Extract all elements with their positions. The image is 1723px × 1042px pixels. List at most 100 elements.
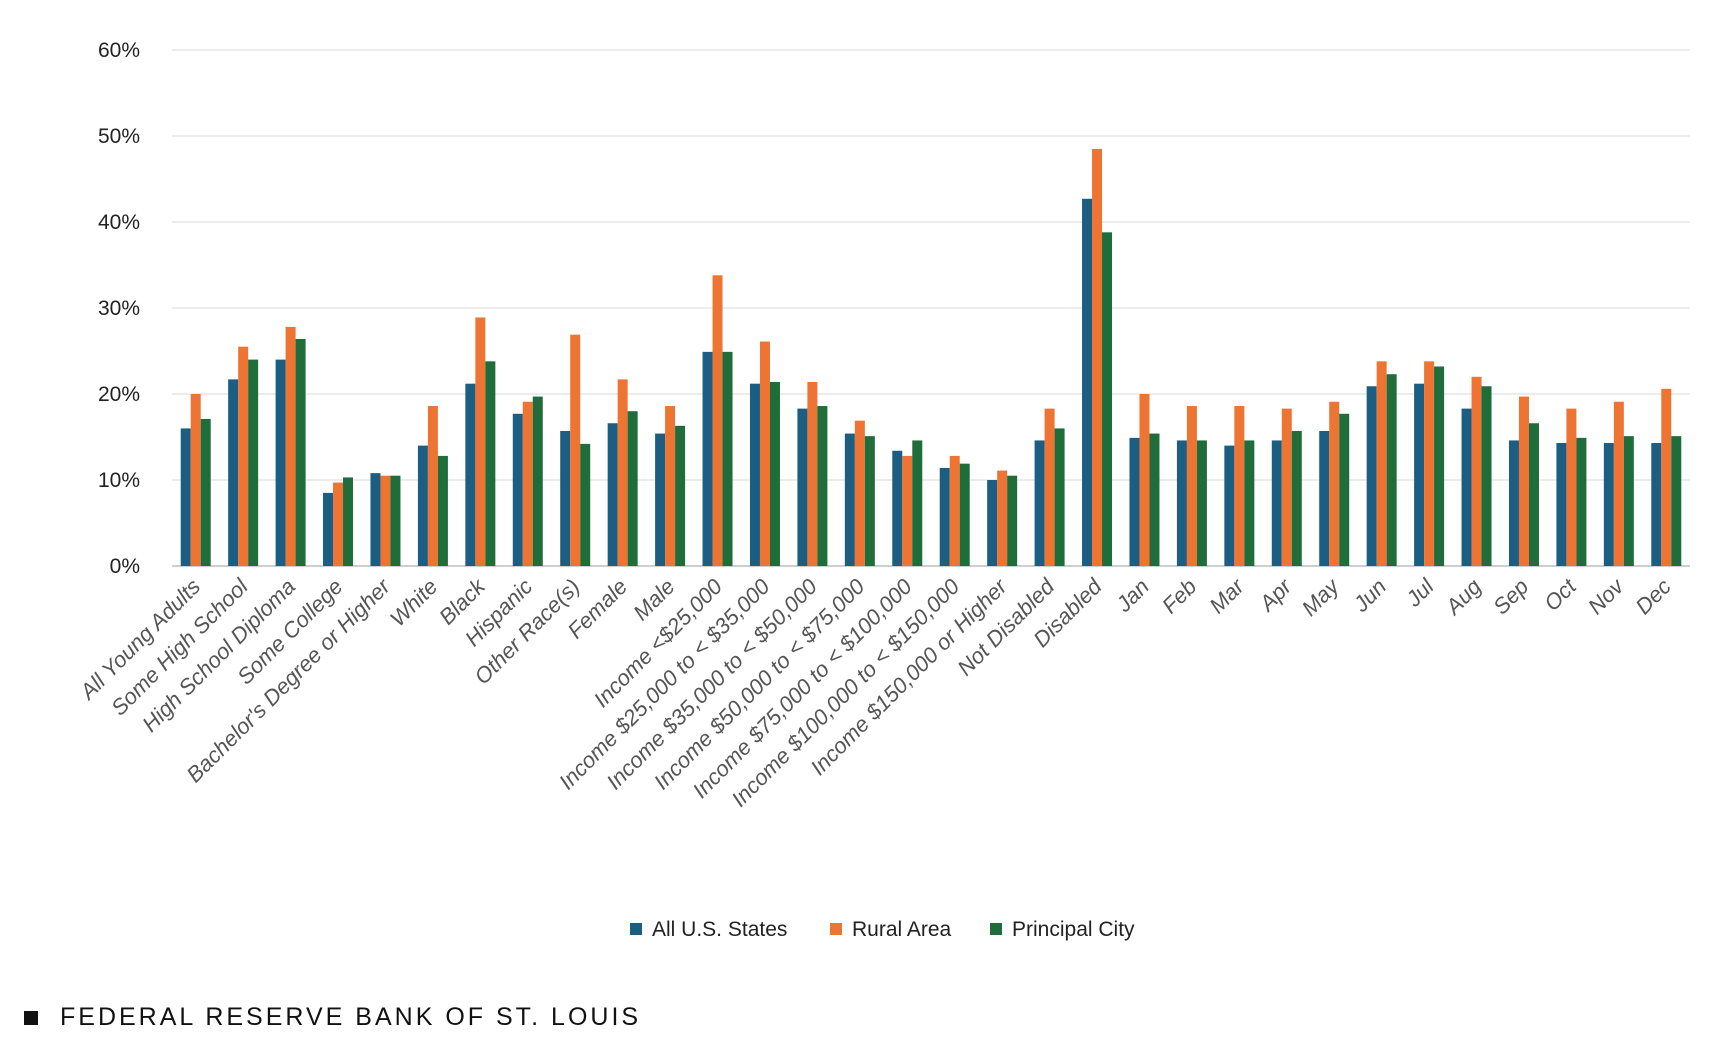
bar bbox=[1509, 440, 1519, 566]
bar bbox=[1092, 149, 1102, 566]
category-label: Nov bbox=[1583, 572, 1630, 619]
bar bbox=[1282, 409, 1292, 566]
bar bbox=[1414, 384, 1424, 566]
bar bbox=[987, 480, 997, 566]
bar bbox=[855, 421, 865, 566]
bar bbox=[533, 397, 543, 566]
bar bbox=[1651, 443, 1661, 566]
bar bbox=[438, 456, 448, 566]
bar bbox=[1434, 366, 1444, 566]
bar bbox=[807, 382, 817, 566]
bar bbox=[912, 440, 922, 566]
category-label: Mar bbox=[1204, 573, 1250, 619]
legend-label: All U.S. States bbox=[652, 918, 787, 941]
bars bbox=[181, 149, 1682, 566]
bar bbox=[1424, 361, 1434, 566]
bar bbox=[1045, 409, 1055, 566]
bar bbox=[390, 476, 400, 566]
bar bbox=[628, 411, 638, 566]
bar bbox=[1604, 443, 1614, 566]
bar bbox=[902, 456, 912, 566]
bar bbox=[513, 414, 523, 566]
bar bbox=[1367, 386, 1377, 566]
bar bbox=[1082, 199, 1092, 566]
bar bbox=[940, 468, 950, 566]
bar bbox=[570, 335, 580, 566]
legend-label: Rural Area bbox=[852, 918, 952, 941]
bar bbox=[1519, 397, 1529, 566]
category-label: Feb bbox=[1157, 574, 1201, 618]
category-label: Dec bbox=[1630, 574, 1675, 619]
bar bbox=[1234, 406, 1244, 566]
bar bbox=[465, 384, 475, 566]
bar bbox=[1329, 402, 1339, 566]
y-tick-label: 40% bbox=[98, 211, 140, 234]
footer-square-icon bbox=[24, 1011, 38, 1025]
bar bbox=[608, 423, 618, 566]
bar bbox=[618, 379, 628, 566]
bar bbox=[1244, 440, 1254, 566]
bar bbox=[276, 360, 286, 566]
bar bbox=[201, 419, 211, 566]
y-tick-label: 50% bbox=[98, 125, 140, 148]
bar bbox=[1149, 434, 1159, 566]
bar bbox=[1224, 446, 1234, 566]
bar bbox=[1624, 436, 1634, 566]
bar bbox=[1319, 431, 1329, 566]
bar bbox=[1187, 406, 1197, 566]
bar bbox=[960, 464, 970, 566]
bar bbox=[475, 317, 485, 566]
bar bbox=[655, 434, 665, 566]
bar bbox=[248, 360, 258, 566]
bar bbox=[1566, 409, 1576, 566]
bar bbox=[1197, 440, 1207, 566]
bar bbox=[1482, 386, 1492, 566]
bar bbox=[675, 426, 685, 566]
bar bbox=[760, 342, 770, 566]
category-label: Jan bbox=[1111, 574, 1154, 617]
bar bbox=[703, 352, 713, 566]
bar bbox=[1377, 361, 1387, 566]
bar bbox=[485, 361, 495, 566]
bar bbox=[713, 275, 723, 566]
bar bbox=[1177, 440, 1187, 566]
bar bbox=[1129, 438, 1139, 566]
bar bbox=[665, 406, 675, 566]
bar bbox=[845, 434, 855, 566]
bar bbox=[418, 446, 428, 566]
bar bbox=[1462, 409, 1472, 566]
bar bbox=[1272, 440, 1282, 566]
bar bbox=[560, 431, 570, 566]
bar bbox=[750, 384, 760, 566]
bar bbox=[323, 493, 333, 566]
legend-swatch bbox=[630, 923, 642, 935]
bar bbox=[1472, 377, 1482, 566]
y-tick-label: 30% bbox=[98, 297, 140, 320]
bar bbox=[1671, 436, 1681, 566]
y-tick-label: 60% bbox=[98, 39, 140, 62]
bar bbox=[865, 436, 875, 566]
bar bbox=[286, 327, 296, 566]
bar bbox=[1556, 443, 1566, 566]
bar bbox=[1139, 394, 1149, 566]
footer-text: FEDERAL RESERVE BANK OF ST. LOUIS bbox=[60, 1003, 641, 1032]
category-label: Aug bbox=[1439, 573, 1486, 620]
bar bbox=[296, 339, 306, 566]
bar bbox=[370, 473, 380, 566]
bar bbox=[1661, 389, 1671, 566]
legend-label: Principal City bbox=[1012, 918, 1135, 941]
y-tick-label: 0% bbox=[110, 555, 140, 578]
legend-swatch bbox=[830, 923, 842, 935]
bar bbox=[1055, 428, 1065, 566]
category-label: May bbox=[1297, 572, 1345, 620]
category-label: Jun bbox=[1348, 574, 1391, 617]
bar bbox=[1339, 414, 1349, 566]
bar bbox=[238, 347, 248, 566]
bar bbox=[1614, 402, 1624, 566]
bar bbox=[892, 451, 902, 566]
bar bbox=[797, 409, 807, 566]
y-axis-tick-labels: 0% 10% 20% 30% 40% 50% 60% bbox=[98, 39, 140, 578]
bar bbox=[181, 428, 191, 566]
bar bbox=[950, 456, 960, 566]
